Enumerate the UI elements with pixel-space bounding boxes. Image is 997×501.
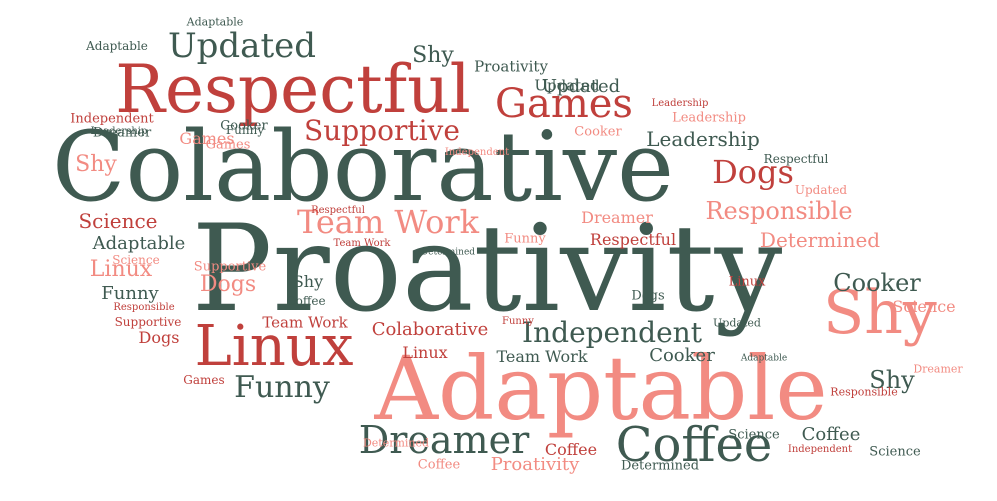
cloud-word: Independent <box>787 444 853 455</box>
cloud-word: Science <box>892 297 956 316</box>
cloud-word: Determined <box>362 436 430 450</box>
cloud-word: Adaptable <box>740 353 788 364</box>
cloud-word: Cooker <box>220 118 268 134</box>
cloud-word: Dogs <box>199 272 257 297</box>
cloud-word: Updated <box>167 26 317 66</box>
cloud-word: Independent <box>522 316 702 349</box>
cloud-word: Coffee <box>417 457 461 473</box>
cloud-word: Respectful <box>763 152 829 166</box>
cloud-word: Linux <box>402 343 448 362</box>
cloud-word: Games <box>205 137 251 153</box>
cloud-word: Games <box>179 129 235 148</box>
cloud-word: Funny <box>234 370 330 405</box>
cloud-word: Linux <box>89 257 153 282</box>
cloud-word: Team Work <box>333 238 391 249</box>
cloud-word: Dogs <box>712 153 794 191</box>
cloud-word: Cooker <box>833 269 921 297</box>
cloud-word: Funny <box>101 283 159 304</box>
cloud-word: Dreamer <box>358 418 530 462</box>
cloud-word: Shy <box>869 366 915 394</box>
cloud-word: Linux <box>728 274 766 290</box>
cloud-word: Proativity <box>490 454 580 475</box>
cloud-word: Colaborative <box>371 319 489 340</box>
cloud-word: Respectful <box>589 230 677 249</box>
cloud-word: Shy <box>292 272 324 291</box>
cloud-word: Dreamer <box>913 362 963 376</box>
cloud-word: Adaptable <box>374 337 828 440</box>
cloud-word: Respectful <box>311 205 365 216</box>
cloud-word: Determined <box>759 228 881 252</box>
cloud-word: Proativity <box>474 57 548 76</box>
cloud-word: Leadership <box>651 98 709 109</box>
cloud-word: Proativity <box>191 200 783 339</box>
cloud-word: Independent <box>70 111 154 127</box>
cloud-word: Funny <box>504 231 546 247</box>
cloud-word: Coffee <box>801 424 861 445</box>
cloud-word: Respectful <box>115 51 471 128</box>
cloud-word: Science <box>78 209 158 233</box>
cloud-word: Shy <box>75 152 117 177</box>
cloud-word: Shy <box>823 278 937 348</box>
cloud-word: Determined <box>620 458 700 474</box>
cloud-word: Coffee <box>544 440 598 459</box>
cloud-word: Team Work <box>496 347 588 366</box>
cloud-word: Colaborative <box>52 111 674 223</box>
cloud-word: Dreamer <box>92 125 152 141</box>
cloud-word: Dogs <box>138 328 180 347</box>
cloud-word: Team Work <box>262 313 348 332</box>
cloud-word: Adaptable <box>186 15 244 29</box>
cloud-word: Coffee <box>615 417 773 473</box>
cloud-word: Dogs <box>631 288 665 304</box>
cloud-word: Linux <box>194 314 354 379</box>
cloud-word: Adaptable <box>92 233 186 254</box>
cloud-word: Science <box>728 427 780 443</box>
cloud-word: Dreamer <box>581 208 653 227</box>
cloud-word: Updated <box>541 76 621 97</box>
cloud-word: Team Work <box>296 203 480 241</box>
cloud-word: Science <box>869 444 921 460</box>
cloud-word: Funny <box>225 123 265 137</box>
cloud-word: Independent <box>444 147 510 158</box>
cloud-word: Leadership <box>672 110 746 126</box>
cloud-word: Funny <box>502 316 534 327</box>
cloud-word: Leadership <box>90 126 148 137</box>
cloud-word: Cooker <box>574 124 622 140</box>
cloud-word: Adaptable <box>86 39 148 53</box>
cloud-word: Science <box>112 253 160 267</box>
cloud-word: Supportive <box>114 315 182 329</box>
cloud-word: Supportive <box>193 259 267 275</box>
cloud-word: Cooker <box>649 345 715 366</box>
cloud-word: Updated <box>794 183 848 197</box>
cloud-word: Coffee <box>286 294 326 308</box>
cloud-word: Responsible <box>113 302 175 313</box>
cloud-word: Games <box>183 373 225 387</box>
cloud-word: Supportive <box>304 114 460 147</box>
cloud-word: Leadership <box>646 127 760 151</box>
cloud-word: Responsible <box>830 385 898 399</box>
cloud-word: Responsible <box>705 197 853 225</box>
cloud-word: Shy <box>412 43 454 68</box>
cloud-word: Games <box>495 81 633 127</box>
cloud-word: Updated <box>713 316 761 330</box>
cloud-word: Updated <box>534 76 600 95</box>
cloud-word: Determined <box>420 247 476 258</box>
